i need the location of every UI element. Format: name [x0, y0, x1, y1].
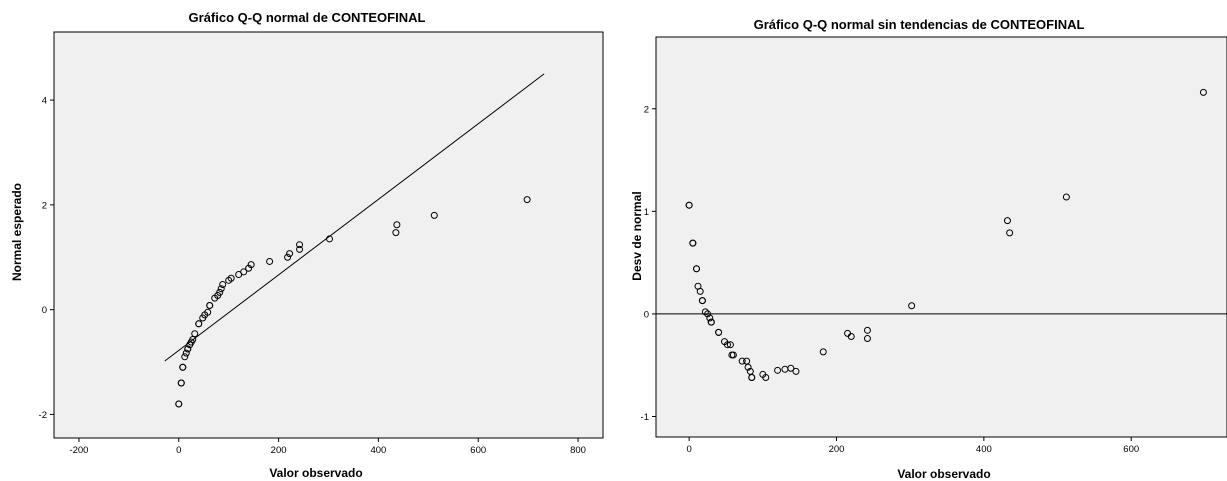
x-tick-label: 800 [570, 445, 586, 456]
y-axis-label: Desv de normal [630, 191, 644, 280]
data-point [392, 229, 400, 237]
data-point [689, 239, 697, 247]
qq-plot-chart: -200 0 200 400 600 800 -2 0 2 4 Gráfico Q-Q norm… [10, 10, 604, 480]
qq-plot-figure: -200 0 200 400 600 800 -2 0 2 4 Gráfico Q-Q norm… [10, 10, 604, 480]
data-point [206, 301, 214, 309]
data-point [1062, 193, 1070, 201]
data-point [523, 196, 531, 204]
plot-area [655, 36, 1227, 438]
x-axis: -200 0 200 400 600 800 [69, 438, 586, 456]
data-point [792, 367, 800, 375]
data-point [863, 326, 871, 334]
detrended-qq-plot-figure: 0 200 400 600 -1 0 1 2 Gráfico Q-Q normal sin … [614, 0, 1227, 481]
data-point [296, 245, 304, 253]
chart-marks [656, 88, 1227, 382]
data-point [729, 351, 737, 359]
data-point [184, 345, 192, 353]
y-axis: -1 0 1 2 [641, 104, 656, 423]
data-point [715, 328, 723, 336]
data-point [762, 374, 770, 382]
data-point [819, 348, 827, 356]
data-point [787, 364, 795, 372]
data-point [706, 314, 714, 322]
data-point [707, 318, 715, 326]
data-point [1199, 88, 1207, 96]
data-point [744, 363, 752, 371]
chart-title: Gráfico Q-Q normal de CONTEOFINAL [189, 10, 426, 25]
data-point [286, 250, 294, 258]
data-point [181, 353, 189, 361]
chart-marks [164, 73, 545, 408]
data-point [284, 253, 292, 261]
y-tick-label: -2 [39, 410, 47, 421]
data-point [182, 349, 190, 357]
data-point [685, 201, 693, 209]
data-point [847, 332, 855, 340]
x-axis-label: Valor observado [269, 466, 362, 480]
y-axis: -2 0 2 4 [39, 96, 54, 421]
data-point [704, 310, 712, 318]
data-point [216, 288, 224, 296]
x-tick-label: -200 [69, 445, 88, 456]
y-tick-label: 1 [644, 207, 649, 218]
x-tick-label: 0 [687, 444, 692, 455]
data-point [726, 341, 734, 349]
data-point [227, 274, 235, 282]
x-tick-label: 400 [370, 445, 386, 456]
data-point [177, 379, 185, 387]
data-point [701, 308, 709, 316]
y-tick-label: 2 [644, 104, 649, 115]
data-point [698, 297, 706, 305]
x-tick-label: 200 [829, 444, 845, 455]
data-point [738, 357, 746, 365]
data-point [217, 285, 225, 293]
chart-title: Gráfico Q-Q normal sin tendencias de CON… [754, 17, 1085, 32]
data-point [325, 235, 333, 243]
data-point [774, 366, 782, 374]
data-point [195, 320, 203, 328]
data-point [723, 341, 731, 349]
data-point [219, 281, 227, 289]
data-point [1003, 217, 1011, 225]
data-point [240, 268, 248, 276]
data-point [908, 302, 916, 310]
data-point [175, 400, 183, 408]
detrended-qq-plot-chart: 0 200 400 600 -1 0 1 2 Gráfico Q-Q normal sin … [630, 17, 1227, 481]
data-point [430, 211, 438, 219]
x-tick-label: 200 [271, 445, 287, 456]
data-point [748, 374, 756, 382]
y-tick-label: 2 [42, 200, 47, 211]
y-tick-label: 4 [42, 96, 47, 107]
data-point [393, 221, 401, 229]
x-tick-label: 0 [176, 445, 181, 456]
x-axis-label: Valor observado [897, 467, 990, 481]
data-point [204, 308, 212, 316]
x-tick-label: 600 [1123, 444, 1139, 455]
data-point [266, 257, 274, 265]
data-point [693, 265, 701, 273]
x-tick-label: 600 [470, 445, 486, 456]
x-tick-label: 400 [976, 444, 992, 455]
data-point [247, 261, 255, 269]
data-point [863, 335, 871, 343]
data-point [696, 287, 704, 295]
y-axis-label: Normal esperado [10, 183, 24, 281]
data-point [1006, 229, 1014, 237]
x-axis: 0 200 400 600 [687, 437, 1139, 455]
y-tick-label: -1 [641, 412, 649, 423]
y-tick-label: 0 [42, 305, 47, 316]
reference-line [164, 73, 545, 362]
plot-area [53, 31, 604, 439]
data-point [296, 241, 304, 249]
data-point [191, 330, 199, 338]
y-tick-label: 0 [644, 309, 649, 320]
data-point [179, 363, 187, 371]
